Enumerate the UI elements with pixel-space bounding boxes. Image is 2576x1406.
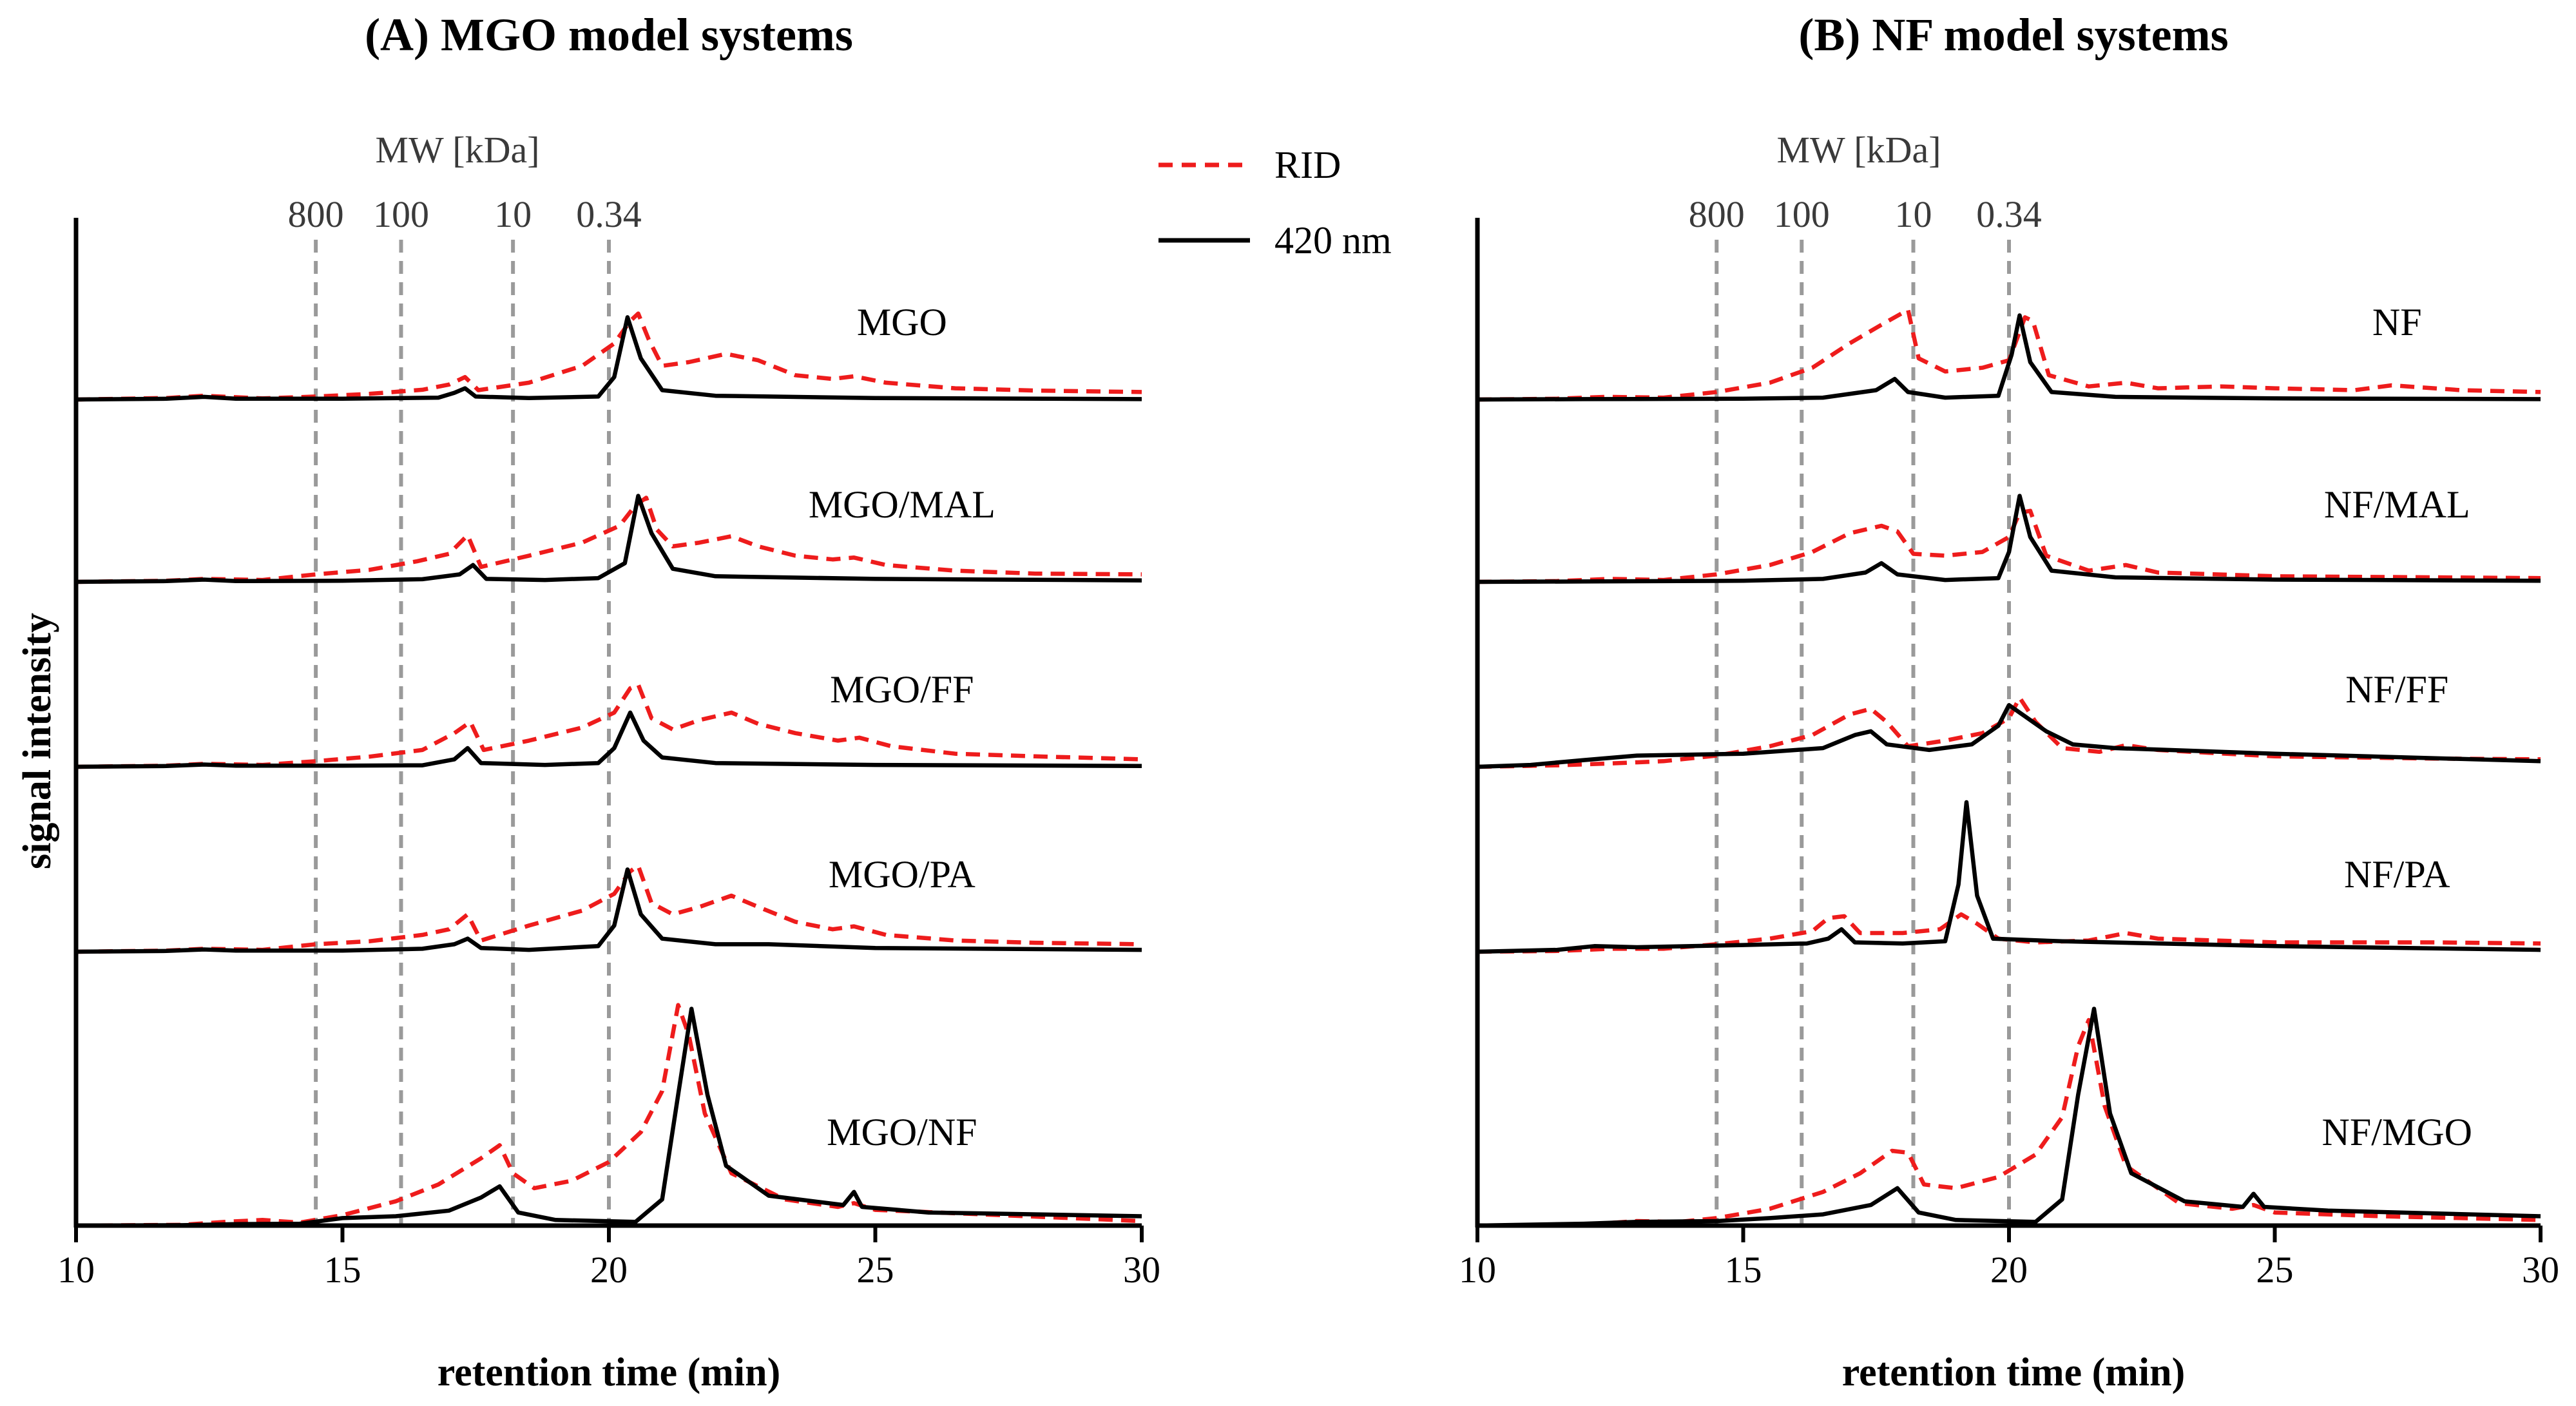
- x-tick-label-a-2: 20: [590, 1249, 628, 1291]
- panel-a-mw-markers: 800 100 10 0.34: [288, 193, 642, 1226]
- uv-trace-b-0: [1477, 313, 2541, 402]
- mw-marker-label-a-0: 800: [288, 193, 344, 235]
- panel-a: (A) MGO model systems retention time (mi…: [57, 9, 1160, 1394]
- uv-trace-b-2: [1477, 703, 2541, 769]
- x-tick-label-b-0: 10: [1459, 1249, 1496, 1291]
- rid-trace-b-1: [1477, 508, 2541, 584]
- uv-trace-b-4: [1477, 1006, 2541, 1228]
- uv-trace-a-2: [75, 710, 1142, 769]
- trace-label-b-1: NF/MAL: [2324, 483, 2470, 526]
- uv-trace-b-1: [1477, 494, 2541, 584]
- x-tick-label-b-2: 20: [1990, 1249, 2028, 1291]
- rid-trace-a-0: [75, 311, 1142, 402]
- panel-a-axes: 10 15 20 25 30: [57, 218, 1160, 1291]
- panel-b-x-axis-title: retention time (min): [1842, 1351, 2186, 1394]
- uv-trace-a-3: [75, 867, 1142, 954]
- legend-rid-label: RID: [1274, 144, 1341, 186]
- rid-trace-b-2: [1477, 695, 2541, 769]
- rid-trace-a-1: [75, 496, 1142, 584]
- trace-label-a-0: MGO: [857, 301, 947, 343]
- x-tick-label-a-1: 15: [324, 1249, 361, 1291]
- trace-label-a-4: MGO/NF: [827, 1111, 977, 1153]
- rid-trace-b-0: [1477, 307, 2541, 402]
- trace-label-b-0: NF: [2372, 301, 2422, 343]
- panel-b-axes: 10 15 20 25 30: [1459, 218, 2559, 1291]
- uv-trace-a-1: [75, 494, 1142, 584]
- mw-marker-label-a-1: 100: [373, 193, 429, 235]
- y-axis-title: signal intensity: [15, 613, 59, 869]
- mw-marker-label-a-2: 10: [494, 193, 532, 235]
- trace-label-a-1: MGO/MAL: [809, 483, 995, 526]
- mw-marker-label-a-3: 0.34: [576, 193, 642, 235]
- uv-trace-a-4: [75, 1006, 1142, 1228]
- rid-trace-b-4: [1477, 1017, 2541, 1228]
- mw-marker-label-b-1: 100: [1774, 193, 1830, 235]
- panel-a-x-axis-title: retention time (min): [437, 1351, 781, 1394]
- panel-a-title: (A) MGO model systems: [365, 9, 853, 61]
- x-tick-label-a-0: 10: [57, 1249, 95, 1291]
- panel-a-mw-title: MW [kDa]: [375, 129, 539, 171]
- mw-marker-label-b-2: 10: [1895, 193, 1932, 235]
- x-tick-label-a-3: 25: [857, 1249, 894, 1291]
- panel-b-traces: NF NF/MAL NF/FF NF/PA NF/MGO: [1477, 301, 2541, 1228]
- rid-trace-a-2: [75, 682, 1142, 769]
- mw-marker-label-b-0: 800: [1689, 193, 1745, 235]
- legend: RID 420 nm: [1158, 144, 1392, 262]
- trace-label-b-3: NF/PA: [2344, 853, 2450, 896]
- panel-a-traces: MGO MGO/MAL MGO/FF MGO/PA MGO/NF: [75, 301, 1142, 1228]
- trace-label-a-2: MGO/FF: [830, 668, 974, 711]
- x-tick-label-b-3: 25: [2256, 1249, 2294, 1291]
- x-tick-label-b-4: 30: [2522, 1249, 2559, 1291]
- panel-b: (B) NF model systems retention time (min…: [1459, 9, 2559, 1394]
- uv-trace-a-0: [75, 315, 1142, 402]
- x-tick-label-b-1: 15: [1725, 1249, 1762, 1291]
- mw-marker-label-b-3: 0.34: [1976, 193, 2042, 235]
- trace-label-b-4: NF/MGO: [2322, 1111, 2472, 1153]
- x-tick-label-a-4: 30: [1123, 1249, 1160, 1291]
- uv-trace-b-3: [1477, 800, 2541, 954]
- panel-b-title: (B) NF model systems: [1798, 9, 2228, 61]
- panel-b-mw-title: MW [kDa]: [1776, 129, 1941, 171]
- panel-b-mw-markers: 800 100 10 0.34: [1689, 193, 2042, 1226]
- legend-uv-label: 420 nm: [1274, 219, 1392, 262]
- trace-label-a-3: MGO/PA: [829, 853, 976, 896]
- trace-label-b-2: NF/FF: [2345, 668, 2448, 711]
